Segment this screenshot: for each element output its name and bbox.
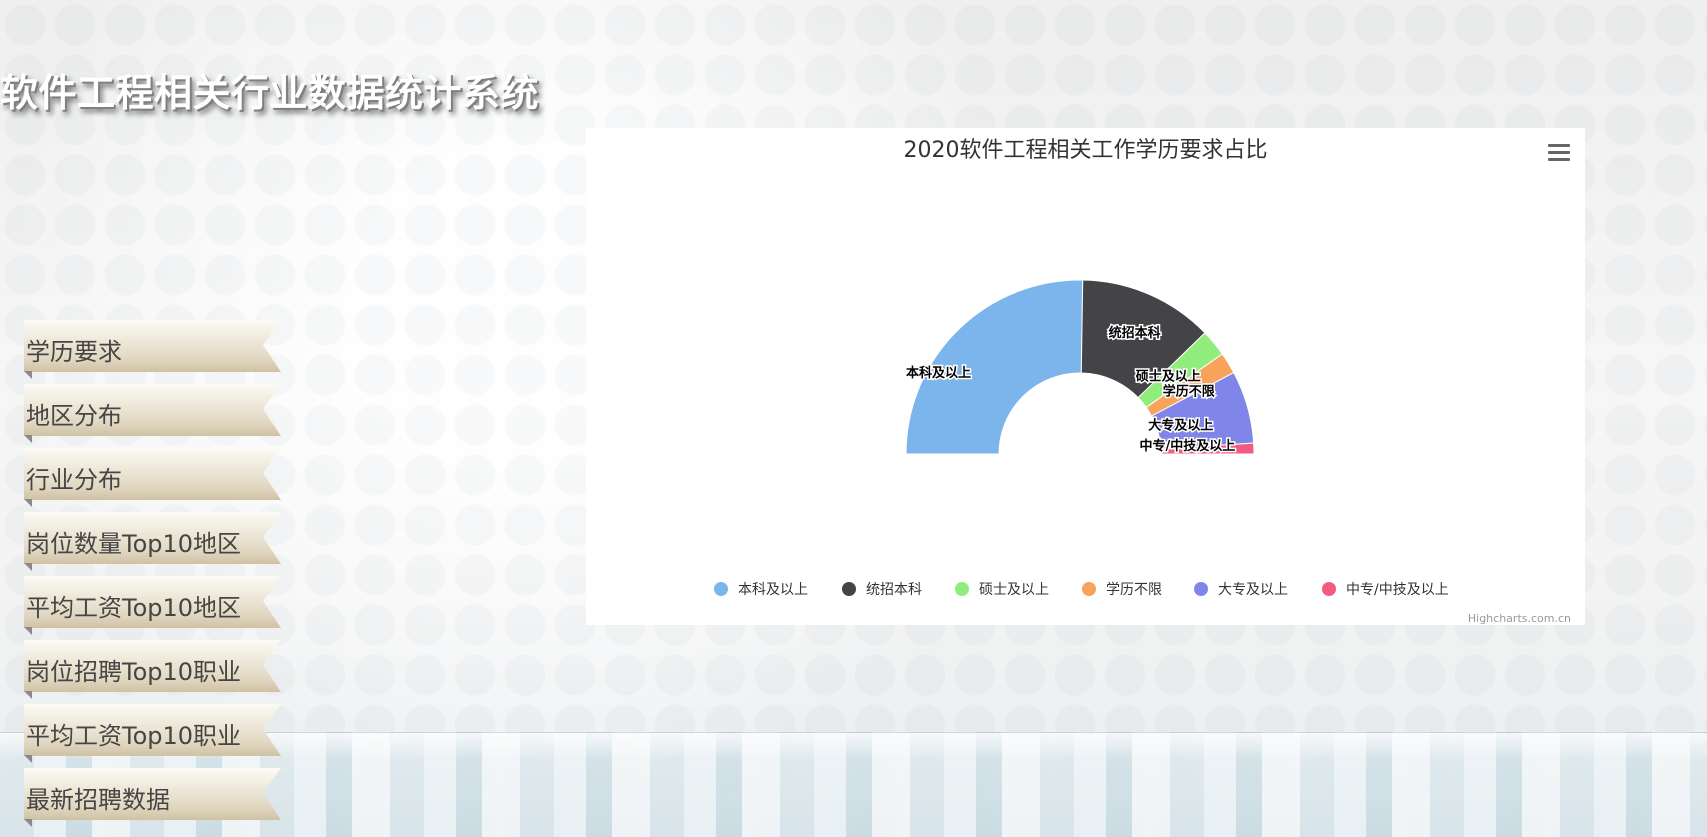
pie-data-label-2: 硕士及以上	[1136, 369, 1201, 385]
legend-label-3: 学历不限	[1106, 582, 1162, 598]
ribbon-fold	[24, 819, 32, 827]
nav-item-region[interactable]: 地区分布	[24, 384, 281, 443]
legend-item-2[interactable]: 硕士及以上	[955, 582, 1049, 598]
nav-ribbon	[24, 384, 281, 436]
legend-label-1: 统招本科	[866, 582, 922, 598]
legend-item-5[interactable]: 中专/中技及以上	[1322, 582, 1449, 598]
chart-title: 2020软件工程相关工作学历要求占比	[904, 138, 1268, 163]
legend-marker-4	[1194, 582, 1208, 596]
nav-item-latest-recruitment[interactable]: 最新招聘数据	[24, 768, 281, 827]
ribbon-fold	[24, 435, 32, 443]
pie-data-label-0: 本科及以上	[906, 365, 971, 381]
chart-panel: 2020软件工程相关工作学历要求占比 本科及以上 统招本科 硕士及以上 学历不限 大专及…	[586, 128, 1585, 625]
pie-slice-5[interactable]	[1160, 442, 1255, 455]
page-title: 软件工程相关行业数据统计系统	[0, 71, 540, 115]
nav-item-label: 学历要求	[26, 338, 122, 366]
legend-marker-1	[842, 582, 856, 596]
legend-item-3[interactable]: 学历不限	[1082, 582, 1162, 598]
nav-ribbon	[24, 768, 281, 820]
nav-item-job-count-top10-region[interactable]: 岗位数量Top10地区	[24, 512, 281, 571]
nav-item-label: 岗位招聘Top10职业	[26, 658, 242, 686]
legend-marker-2	[955, 582, 969, 596]
nav-item-label: 行业分布	[26, 466, 122, 494]
chart-slices	[905, 279, 1255, 455]
ribbon-fold	[24, 371, 32, 379]
legend-item-4[interactable]: 大专及以上	[1194, 582, 1288, 598]
pie-slice-0[interactable]	[905, 279, 1084, 455]
nav-ribbon	[24, 512, 281, 564]
nav-item-job-recruit-top10-occupation[interactable]: 岗位招聘Top10职业	[24, 640, 281, 699]
hamburger-menu-icon[interactable]	[1548, 144, 1570, 162]
legend-marker-0	[714, 582, 728, 596]
pie-data-label-4: 大专及以上	[1148, 417, 1213, 433]
nav-ribbon	[24, 640, 281, 692]
chart-credits[interactable]: Highcharts.com.cn	[1468, 612, 1571, 625]
ribbon-fold	[24, 755, 32, 763]
nav-ribbon	[24, 448, 281, 500]
nav-item-label: 平均工资Top10地区	[26, 594, 242, 622]
ribbon-fold	[24, 627, 32, 635]
sidebar-nav: 学历要求 地区分布 行业分布 岗位数量Top10地区 平均工资Top10地区 岗…	[24, 320, 281, 832]
nav-ribbon	[24, 704, 281, 756]
legend-marker-5	[1322, 582, 1336, 596]
chart-legend: 本科及以上 统招本科 硕士及以上 学历不限 大专及以上 中专/中技及以上	[714, 582, 1449, 598]
nav-item-education[interactable]: 学历要求	[24, 320, 281, 379]
nav-item-label: 最新招聘数据	[26, 786, 170, 814]
nav-item-industry[interactable]: 行业分布	[24, 448, 281, 507]
nav-item-avg-salary-top10-region[interactable]: 平均工资Top10地区	[24, 576, 281, 635]
pie-data-label-3: 学历不限	[1163, 383, 1216, 399]
legend-label-0: 本科及以上	[738, 582, 808, 598]
legend-label-2: 硕士及以上	[979, 582, 1049, 598]
legend-item-1[interactable]: 统招本科	[842, 582, 922, 598]
pie-data-label-5: 中专/中技及以上	[1140, 438, 1236, 454]
nav-item-label: 岗位数量Top10地区	[26, 530, 242, 558]
nav-ribbon	[24, 576, 281, 628]
nav-item-label: 平均工资Top10职业	[26, 722, 242, 750]
pie-data-label-1: 统招本科	[1109, 325, 1161, 341]
nav-item-avg-salary-top10-occupation[interactable]: 平均工资Top10职业	[24, 704, 281, 763]
legend-label-4: 大专及以上	[1218, 582, 1288, 598]
nav-ribbon	[24, 320, 281, 372]
ribbon-fold	[24, 499, 32, 507]
semi-donut-chart: 2020软件工程相关工作学历要求占比 本科及以上统招本科硕士及以上学历不限大专及…	[714, 138, 1571, 625]
nav-item-label: 地区分布	[26, 402, 122, 430]
ribbon-fold	[24, 563, 32, 571]
legend-marker-3	[1082, 582, 1096, 596]
legend-label-5: 中专/中技及以上	[1346, 582, 1449, 598]
legend-item-0[interactable]: 本科及以上	[714, 582, 808, 598]
ribbon-fold	[24, 691, 32, 699]
